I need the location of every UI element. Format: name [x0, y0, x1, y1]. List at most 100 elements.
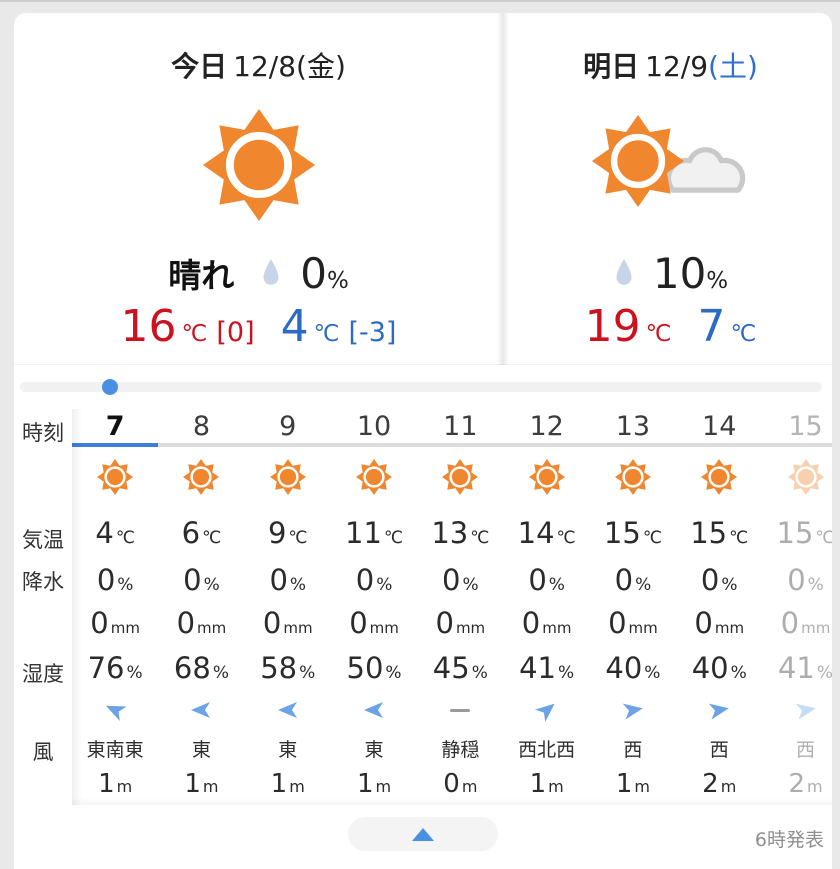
wind-direction: 西: [623, 738, 643, 761]
hour-temp-cell: 14 ℃: [503, 507, 589, 559]
hour-cell: 14: [676, 409, 763, 447]
temp-value: 9: [267, 516, 287, 550]
sunny-icon: [97, 459, 134, 495]
sunny-icon: [528, 459, 565, 495]
pop-value: 0: [269, 563, 288, 597]
percent-unit: %: [644, 663, 661, 683]
pop-value: 0: [442, 563, 461, 597]
today-card[interactable]: 今日 12/8(金) 晴れ 0% 16 ℃ [0] 4 ℃ [-3]: [14, 13, 503, 365]
wind-direction-arrow-icon: [277, 702, 297, 718]
wind-speed-value: 0: [443, 769, 460, 799]
row-label-humidity: 湿度: [22, 662, 64, 686]
speed-unit: m: [720, 777, 737, 796]
temp-value: 13: [431, 516, 469, 550]
hour-temp-cell: 11 ℃: [331, 507, 417, 559]
hour-humidity-cell: 40%: [676, 645, 762, 691]
wind-direction-cell: 東: [331, 729, 417, 767]
amount-value: 0: [694, 606, 713, 640]
hour-cell: 7: [72, 409, 159, 447]
humidity-value: 40: [691, 651, 729, 685]
hour-weather-cell: [245, 447, 331, 507]
tomorrow-title: 明日 12/9(土): [509, 45, 832, 85]
scrollbar-thumb[interactable]: [102, 379, 118, 395]
percent-unit: %: [471, 663, 488, 683]
temp-value: 4: [95, 516, 114, 550]
speed-unit: m: [289, 777, 305, 796]
wind-direction-arrow-icon: [102, 698, 127, 722]
hour-amount-cell: 0 mm: [331, 601, 417, 645]
hour-humidity-cell: 58%: [245, 645, 331, 691]
wind-direction-arrow-icon: [795, 700, 817, 720]
percent-unit: %: [299, 663, 316, 683]
collapse-button[interactable]: [348, 817, 498, 851]
hour-temp-cell: 13 ℃: [417, 507, 503, 559]
today-pop: 0%: [300, 248, 349, 298]
amount-value: 0: [435, 606, 454, 640]
hour-pop-cell: 0%: [72, 559, 158, 601]
humidity-value: 68: [173, 651, 211, 685]
hour-weather-cell: [762, 447, 832, 507]
wind-direction-arrow-icon: [191, 702, 211, 718]
hour-temp-cell: 4 ℃: [72, 507, 158, 559]
humidity-value: 58: [260, 651, 298, 685]
hour-pop-cell: 0%: [245, 559, 331, 601]
time-scrollbar[interactable]: [14, 365, 832, 409]
published-time: 6時発表: [754, 829, 824, 851]
hour-weather-cell: [417, 447, 503, 507]
mm-unit: mm: [197, 619, 227, 637]
hour-label: 11: [443, 410, 478, 442]
hour-humidity-cell: 40%: [590, 645, 676, 691]
wind-direction-arrow-icon: [364, 702, 384, 718]
row-label-precipitation: 降水: [22, 570, 64, 594]
hour-label: 8: [192, 410, 211, 442]
weather-widget: 今日 12/8(金) 晴れ 0% 16 ℃ [0] 4 ℃ [-3] 明日 12/9(土): [14, 13, 832, 869]
tomorrow-card[interactable]: 明日 12/9(土) 10% 19 ℃ 7 ℃: [509, 13, 832, 365]
hour-temp-cell: 6 ℃: [158, 507, 244, 559]
humidity-value: 41: [519, 651, 556, 685]
hour-label: 13: [615, 410, 651, 442]
wind-direction: 東南東: [86, 738, 144, 761]
hour-amount-cell: 0 mm: [158, 601, 244, 645]
percent-unit: %: [548, 575, 565, 595]
tomorrow-date: 12/9: [645, 50, 709, 83]
hour-cell: 9: [244, 409, 331, 447]
hour-cell: 8: [158, 409, 245, 447]
wind-direction-arrow-icon: [534, 697, 560, 722]
hour-weather-cell: [158, 447, 244, 507]
percent-unit: %: [376, 575, 393, 595]
hour-weather-cell: [331, 447, 417, 507]
hour-temp-cell: 15 ℃: [590, 507, 676, 559]
today-weekday: (金): [296, 50, 346, 83]
sunny-icon: [787, 459, 824, 495]
today-title: 今日 12/8(金): [14, 45, 503, 85]
hour-label: 7: [105, 410, 125, 442]
hour-amount-cell: 0 mm: [676, 601, 762, 645]
today-weather-icon: [14, 109, 503, 221]
tomorrow-weather-icon: [509, 109, 832, 213]
temp-value: 15: [690, 516, 728, 550]
temp-value: 11: [345, 516, 382, 550]
percent-unit: %: [816, 663, 832, 683]
humidity-value: 76: [87, 651, 125, 685]
wind-arrow-cell: [590, 691, 676, 729]
hour-humidity-cell: 41%: [503, 645, 589, 691]
percent-unit: %: [730, 663, 747, 683]
hour-pop-cell: 0%: [762, 559, 832, 601]
wind-arrow-cell: [762, 691, 832, 729]
hour-pop-cell: 0%: [503, 559, 589, 601]
scrollbar-track[interactable]: [20, 382, 822, 392]
mm-unit: mm: [455, 619, 486, 637]
